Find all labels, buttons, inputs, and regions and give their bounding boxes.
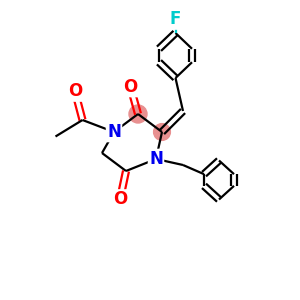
Text: O: O [123, 78, 138, 96]
Circle shape [129, 105, 147, 123]
Circle shape [154, 124, 170, 140]
Text: N: N [149, 150, 163, 168]
Text: N: N [107, 123, 121, 141]
Text: O: O [113, 190, 127, 208]
Text: O: O [68, 82, 82, 100]
Text: F: F [170, 11, 181, 28]
